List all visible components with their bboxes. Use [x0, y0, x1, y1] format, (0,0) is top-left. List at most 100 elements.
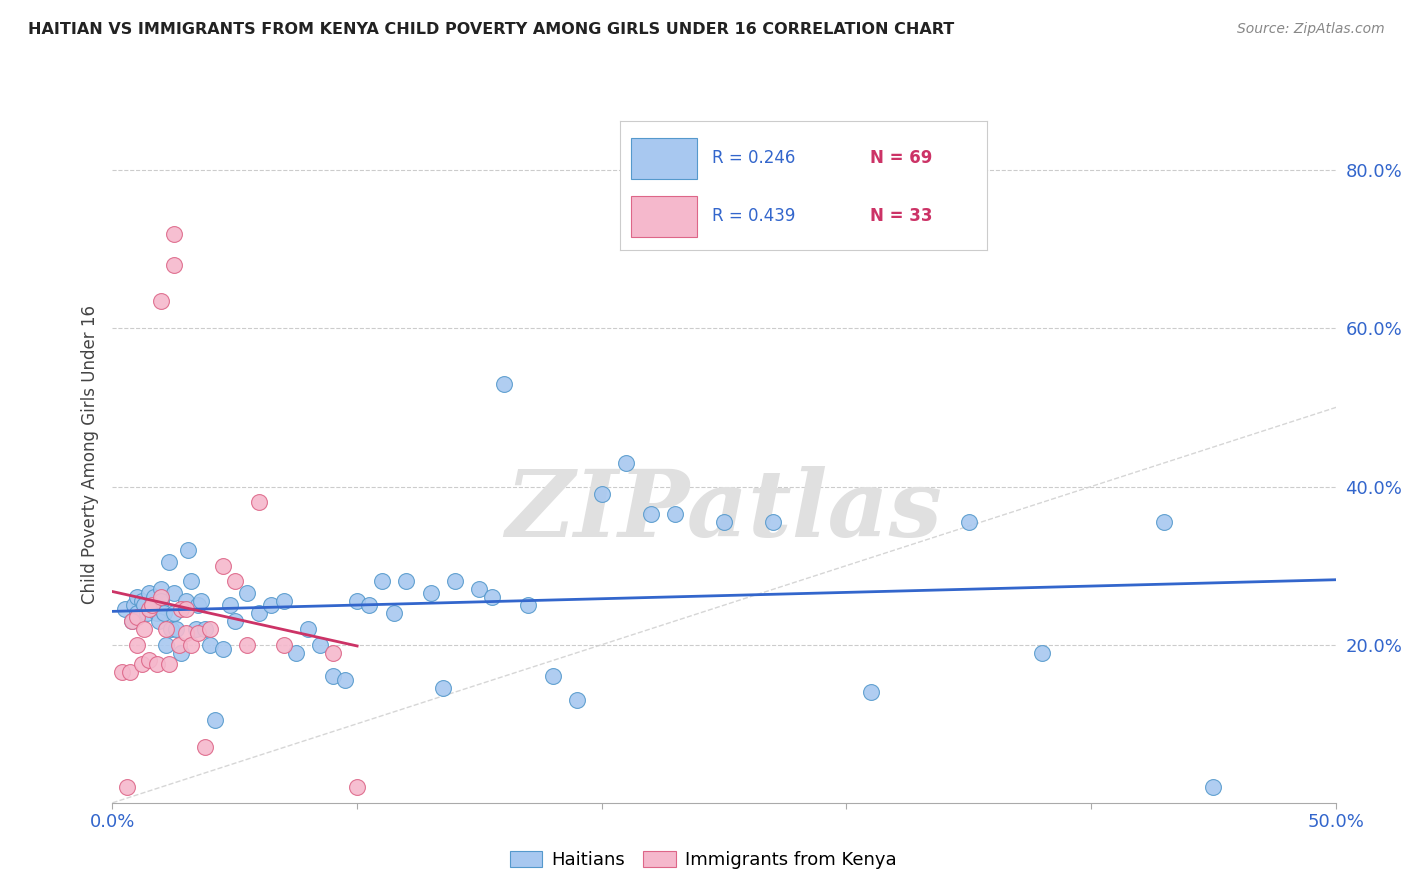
Point — [180, 574, 202, 589]
Point — [346, 780, 368, 794]
Point — [180, 638, 202, 652]
Point — [174, 602, 197, 616]
Point — [111, 665, 134, 680]
Point — [640, 507, 662, 521]
Point — [432, 681, 454, 695]
Point — [859, 685, 882, 699]
Legend: Haitians, Immigrants from Kenya: Haitians, Immigrants from Kenya — [501, 842, 905, 879]
Point — [143, 591, 166, 605]
Point — [273, 594, 295, 608]
Point — [125, 610, 148, 624]
Point — [125, 606, 148, 620]
Point — [138, 653, 160, 667]
Point — [135, 606, 157, 620]
Point — [236, 638, 259, 652]
Point — [141, 598, 163, 612]
Point — [204, 713, 226, 727]
Point — [444, 574, 467, 589]
Point — [145, 657, 167, 672]
Point — [200, 638, 222, 652]
Text: ZIPatlas: ZIPatlas — [506, 466, 942, 556]
Point — [141, 598, 163, 612]
Point — [177, 542, 200, 557]
Point — [145, 606, 167, 620]
Point — [174, 625, 197, 640]
Point — [138, 586, 160, 600]
Point — [163, 606, 186, 620]
Point — [200, 622, 222, 636]
Point — [567, 693, 589, 707]
Point — [115, 780, 138, 794]
Point — [382, 606, 405, 620]
Point — [284, 646, 308, 660]
Point — [174, 594, 197, 608]
Point — [297, 622, 319, 636]
Point — [359, 598, 381, 612]
Point — [224, 574, 246, 589]
Point — [541, 669, 564, 683]
Point — [346, 594, 368, 608]
Point — [187, 625, 209, 640]
Point — [165, 622, 187, 636]
Point — [131, 594, 153, 608]
Point — [664, 507, 686, 521]
Point — [247, 495, 270, 509]
Point — [419, 586, 441, 600]
Point — [260, 598, 283, 612]
Text: Source: ZipAtlas.com: Source: ZipAtlas.com — [1237, 22, 1385, 37]
Point — [309, 638, 332, 652]
Point — [395, 574, 418, 589]
Point — [125, 591, 148, 605]
Point — [1031, 646, 1053, 660]
Point — [236, 586, 259, 600]
Point — [224, 614, 246, 628]
Point — [247, 606, 270, 620]
Point — [481, 591, 503, 605]
Point — [762, 515, 785, 529]
Point — [118, 665, 141, 680]
Point — [190, 594, 212, 608]
Point — [468, 582, 491, 597]
Point — [150, 582, 173, 597]
Point — [148, 614, 170, 628]
Point — [121, 614, 143, 628]
Point — [157, 657, 180, 672]
Point — [134, 598, 156, 612]
Point — [957, 515, 980, 529]
Point — [211, 558, 233, 573]
Point — [124, 598, 146, 612]
Point — [155, 638, 177, 652]
Point — [155, 622, 177, 636]
Y-axis label: Child Poverty Among Girls Under 16: Child Poverty Among Girls Under 16 — [80, 305, 98, 605]
Point — [163, 258, 186, 272]
Point — [614, 456, 637, 470]
Point — [153, 606, 176, 620]
Point — [492, 376, 515, 391]
Point — [194, 740, 217, 755]
Point — [134, 622, 156, 636]
Point — [160, 622, 183, 636]
Point — [131, 657, 153, 672]
Point — [163, 586, 186, 600]
Point — [1153, 515, 1175, 529]
Point — [370, 574, 392, 589]
Point — [170, 602, 193, 616]
Point — [322, 669, 344, 683]
Point — [219, 598, 242, 612]
Point — [273, 638, 295, 652]
Point — [211, 641, 233, 656]
Point — [121, 614, 143, 628]
Point — [187, 598, 209, 612]
Point — [163, 227, 186, 241]
Point — [150, 591, 173, 605]
Point — [591, 487, 613, 501]
Point — [125, 638, 148, 652]
Point — [194, 622, 217, 636]
Point — [322, 646, 344, 660]
Point — [170, 646, 193, 660]
Point — [157, 555, 180, 569]
Point — [150, 594, 173, 608]
Point — [713, 515, 735, 529]
Point — [1202, 780, 1225, 794]
Point — [517, 598, 540, 612]
